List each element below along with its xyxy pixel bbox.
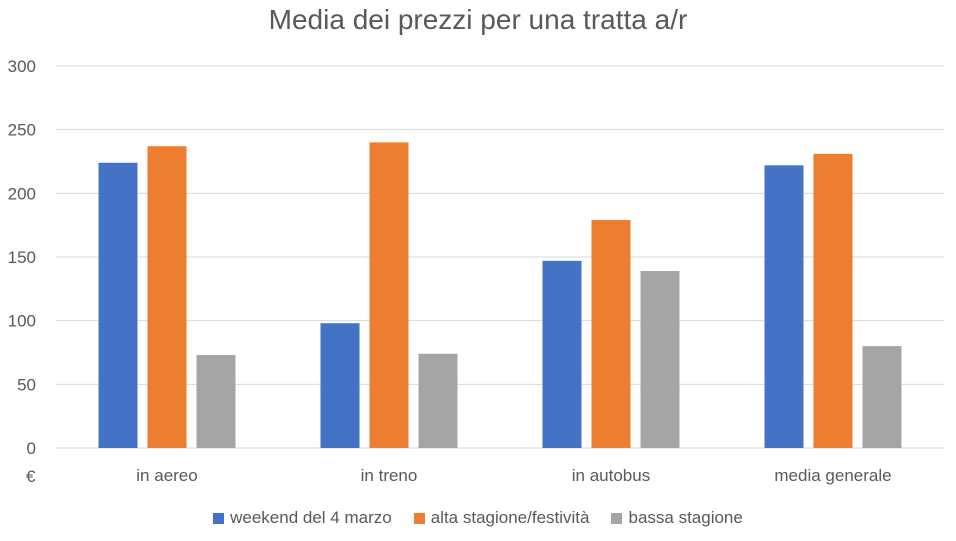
legend-label: bassa stagione <box>628 508 743 527</box>
chart-title: Media dei prezzi per una tratta a/r <box>268 4 688 35</box>
legend-swatch <box>213 512 225 524</box>
bar <box>542 260 582 448</box>
legend-label: alta stagione/festività <box>430 508 590 527</box>
y-axis-label: € <box>26 467 36 486</box>
legend-item: weekend del 4 marzo <box>213 508 392 528</box>
x-tick-label: in treno <box>361 466 418 485</box>
bar <box>764 165 804 448</box>
bar <box>418 353 458 448</box>
y-tick-label: 50 <box>17 375 36 394</box>
bar <box>640 271 680 448</box>
bar <box>320 323 360 448</box>
legend-swatch <box>611 512 623 524</box>
x-tick-label: media generale <box>774 466 891 485</box>
x-tick-label: in autobus <box>572 466 650 485</box>
y-tick-label: 300 <box>8 57 36 76</box>
bar <box>591 220 631 448</box>
chart-legend: weekend del 4 marzo alta stagione/festivi… <box>0 508 956 528</box>
legend-item: bassa stagione <box>611 508 743 528</box>
y-tick-label: 0 <box>27 439 36 458</box>
y-tick-label: 200 <box>8 184 36 203</box>
y-tick-label: 100 <box>8 312 36 331</box>
x-tick-label: in aereo <box>136 466 197 485</box>
legend-swatch <box>413 512 425 524</box>
legend-item: alta stagione/festività <box>413 508 590 528</box>
bar <box>369 142 409 448</box>
bar <box>98 162 138 449</box>
legend-label: weekend del 4 marzo <box>230 508 392 527</box>
y-tick-label: 250 <box>8 121 36 140</box>
bar <box>813 153 853 449</box>
bar <box>147 146 187 448</box>
bar <box>196 355 236 448</box>
y-tick-label: 150 <box>8 248 36 267</box>
bar <box>862 346 902 448</box>
